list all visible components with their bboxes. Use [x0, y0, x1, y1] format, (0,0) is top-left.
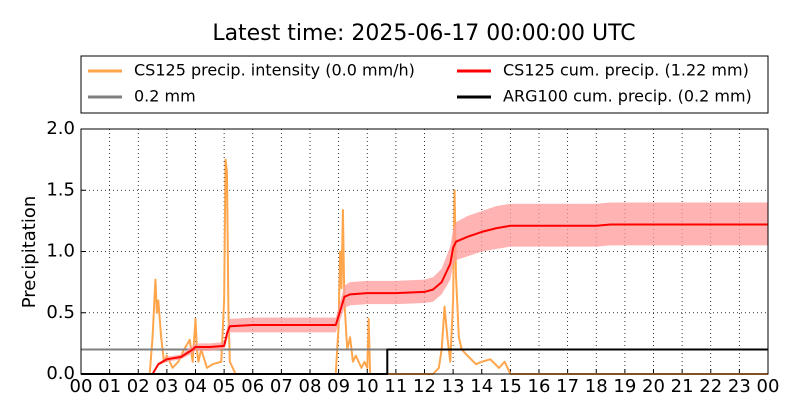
x-tick-label: 19	[613, 376, 636, 397]
x-tick-label: 21	[671, 376, 694, 397]
x-tick-label: 23	[728, 376, 751, 397]
uncertainty-band	[81, 202, 768, 374]
y-tick-label: 0.0	[46, 363, 75, 384]
x-tick-label: 10	[356, 376, 379, 397]
x-tick-label: 06	[241, 376, 264, 397]
legend-label: CS125 precip. intensity (0.0 mm/h)	[134, 61, 415, 80]
x-tick-label: 00	[757, 376, 780, 397]
legend-label: ARG100 cum. precip. (0.2 mm)	[503, 87, 752, 106]
y-axis-label: Precipitation	[19, 196, 40, 309]
y-tick-label: 0.5	[46, 302, 75, 323]
y-tick-label: 1.5	[46, 179, 75, 200]
x-tick-label: 01	[98, 376, 121, 397]
x-tick-label: 00	[70, 376, 93, 397]
x-tick-label: 05	[213, 376, 236, 397]
x-tick-label: 22	[699, 376, 722, 397]
x-tick-label: 12	[413, 376, 436, 397]
x-tick-label: 16	[528, 376, 551, 397]
series-line	[81, 223, 768, 375]
x-tick-label: 20	[642, 376, 665, 397]
x-tick-label: 15	[499, 376, 522, 397]
x-tick-label: 08	[299, 376, 322, 397]
legend-box	[80, 55, 769, 114]
x-tick-label: 04	[184, 376, 207, 397]
x-tick-label: 09	[327, 376, 350, 397]
x-tick-label: 17	[556, 376, 579, 397]
y-tick-label: 2.0	[46, 118, 75, 139]
plot-frame	[80, 128, 769, 375]
x-tick-label: 07	[270, 376, 293, 397]
x-tick-label: 02	[127, 376, 150, 397]
x-tick-label: 13	[442, 376, 465, 397]
legend-label: CS125 cum. precip. (1.22 mm)	[503, 61, 749, 80]
x-tick-label: 03	[155, 376, 178, 397]
x-tick-label: 14	[470, 376, 493, 397]
x-tick-label: 18	[585, 376, 608, 397]
chart-title: Latest time: 2025-06-17 00:00:00 UTC	[212, 21, 635, 46]
x-tick-label: 11	[384, 376, 407, 397]
y-tick-label: 1.0	[46, 241, 75, 262]
legend-label: 0.2 mm	[134, 87, 196, 106]
